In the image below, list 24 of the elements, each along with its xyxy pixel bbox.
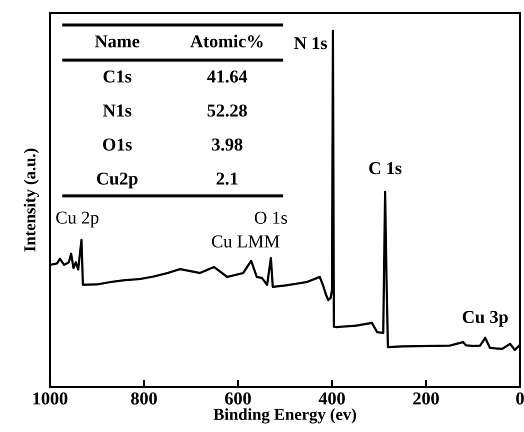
annotation: 3.98: [212, 138, 242, 151]
x-tick-label: 200: [413, 392, 439, 405]
annotation: 2.1: [216, 172, 238, 185]
x-tick-label: 0: [516, 392, 524, 405]
annotation: Atomic%: [190, 34, 263, 48]
x-tick-label: 800: [131, 392, 157, 405]
x-axis-title: Binding Energy (ev): [214, 408, 356, 424]
annotation: Cu 3p: [462, 310, 508, 327]
annotation: Cu2p: [97, 172, 138, 188]
annotation: C 1s: [369, 162, 402, 174]
x-tick-label: 1000: [33, 392, 68, 405]
annotation: O1s: [103, 138, 132, 151]
annotation: N1s: [103, 104, 132, 117]
x-tick-label: 400: [318, 392, 345, 405]
annotation: Name: [94, 35, 140, 48]
annotation: C1s: [104, 70, 132, 83]
y-axis-title: Intensity (a.u.): [24, 148, 39, 252]
annotation: 41.64: [207, 70, 248, 83]
annotation: Cu LMM: [212, 235, 280, 248]
annotation: 52.28: [208, 104, 247, 117]
annotation: O 1s: [254, 212, 288, 224]
annotation: Cu 2p: [56, 212, 98, 228]
annotation: N 1s: [294, 37, 327, 50]
x-tick-label: 600: [225, 392, 251, 405]
